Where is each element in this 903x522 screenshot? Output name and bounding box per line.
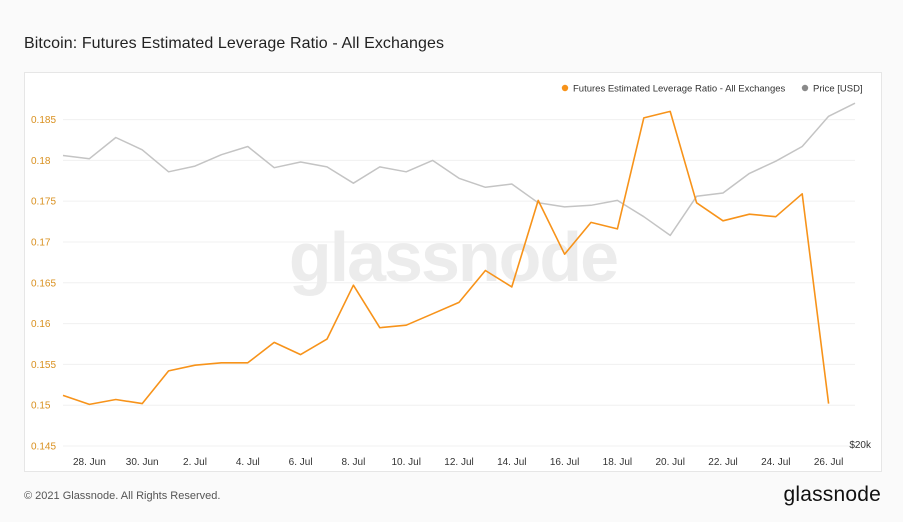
- x-axis: 28. Jun 30. Jun 2. Jul 4. Jul 6. Jul 8. Jul 10…: [73, 457, 843, 468]
- y-tick-label: 0.15: [31, 401, 51, 412]
- y-axis: 0.145 0.15 0.155 0.16 0.165 0.17 0.175 0.18 0.18…: [31, 115, 56, 452]
- brand-logo[interactable]: glassnode: [783, 483, 881, 506]
- y-tick-label: 0.185: [31, 115, 56, 126]
- x-tick-label: 8. Jul: [341, 457, 365, 468]
- x-tick-label: 2. Jul: [183, 457, 207, 468]
- legend-item-leverage[interactable]: Futures Estimated Leverage Ratio - All E…: [561, 84, 786, 95]
- series-layer: [62, 102, 856, 406]
- x-tick-label: 4. Jul: [236, 457, 260, 468]
- x-tick-label: 20. Jul: [655, 457, 684, 468]
- watermark: glassnode: [289, 218, 617, 296]
- legend-label: Futures Estimated Leverage Ratio - All E…: [573, 84, 786, 95]
- y-tick-label: 0.18: [31, 156, 51, 167]
- price-axis-label: $20k: [849, 440, 872, 451]
- y-tick-label: 0.165: [31, 278, 56, 289]
- x-tick-label: 14. Jul: [497, 457, 526, 468]
- y-tick-label: 0.145: [31, 442, 56, 453]
- x-tick-label: 18. Jul: [603, 457, 632, 468]
- x-tick-label: 12. Jul: [444, 457, 473, 468]
- leverage-ratio-line[interactable]: [62, 110, 830, 406]
- y-tick-label: 0.16: [31, 319, 51, 330]
- line-chart: glassnode 0.1450.150.1550.160.1650.170.1…: [31, 84, 872, 469]
- x-tick-label: 24. Jul: [761, 457, 790, 468]
- y-tick-label: 0.17: [31, 237, 51, 248]
- x-tick-label: 16. Jul: [550, 457, 579, 468]
- legend-marker: [801, 84, 809, 92]
- legend-item-price[interactable]: Price [USD]: [801, 84, 863, 95]
- copyright-footer: © 2021 Glassnode. All Rights Reserved.: [24, 490, 221, 502]
- x-tick-label: 10. Jul: [391, 457, 420, 468]
- x-tick-label: 30. Jun: [126, 457, 159, 468]
- grid-lines: [63, 119, 855, 447]
- x-tick-label: 6. Jul: [289, 457, 313, 468]
- price-line[interactable]: [62, 102, 856, 237]
- x-tick-label: 26. Jul: [814, 457, 843, 468]
- legend[interactable]: Futures Estimated Leverage Ratio - All E…: [561, 84, 863, 95]
- legend-label: Price [USD]: [813, 84, 863, 95]
- legend-marker: [561, 84, 569, 92]
- x-tick-label: 22. Jul: [708, 457, 737, 468]
- y-tick-label: 0.175: [31, 197, 56, 208]
- x-tick-label: 28. Jun: [73, 457, 106, 468]
- y-tick-label: 0.155: [31, 360, 56, 371]
- chart-title: Bitcoin: Futures Estimated Leverage Rati…: [24, 35, 445, 52]
- chart-container: glassnode 0.145 0.15 0.155 0.16 0.165 0.17 0.1…: [24, 72, 882, 472]
